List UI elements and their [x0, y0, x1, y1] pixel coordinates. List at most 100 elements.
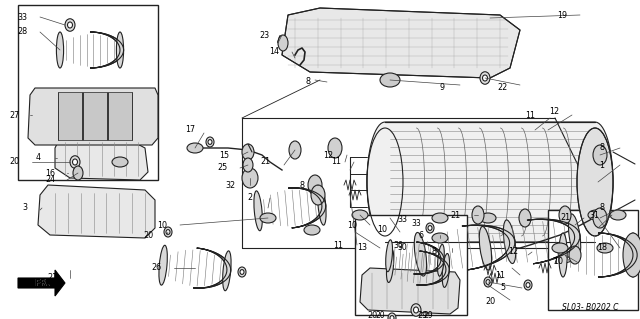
Text: FR.: FR. — [34, 278, 51, 287]
Ellipse shape — [504, 220, 516, 263]
Polygon shape — [193, 248, 231, 288]
Ellipse shape — [206, 137, 214, 147]
Ellipse shape — [593, 208, 607, 228]
Text: 20: 20 — [367, 311, 377, 319]
Text: 5: 5 — [500, 284, 506, 293]
Ellipse shape — [438, 244, 444, 276]
Ellipse shape — [367, 128, 403, 236]
Ellipse shape — [243, 158, 253, 172]
Text: SL03- B0202 C: SL03- B0202 C — [562, 303, 618, 313]
Text: 8: 8 — [305, 78, 310, 86]
Text: 8: 8 — [431, 248, 436, 256]
Text: 13: 13 — [357, 243, 367, 253]
Text: 25: 25 — [217, 164, 227, 173]
Text: 16: 16 — [45, 168, 55, 177]
Ellipse shape — [610, 210, 626, 220]
Text: 20: 20 — [485, 298, 495, 307]
Ellipse shape — [73, 166, 83, 180]
Ellipse shape — [387, 249, 394, 283]
Ellipse shape — [526, 283, 530, 287]
Ellipse shape — [116, 32, 124, 68]
Polygon shape — [282, 8, 520, 78]
Text: 22: 22 — [497, 84, 507, 93]
Ellipse shape — [187, 143, 203, 153]
Polygon shape — [598, 233, 637, 277]
Ellipse shape — [628, 233, 637, 277]
Text: 27: 27 — [9, 110, 19, 120]
Text: 12: 12 — [549, 108, 559, 116]
Ellipse shape — [483, 75, 488, 81]
Ellipse shape — [238, 267, 246, 277]
Text: 6: 6 — [419, 231, 424, 240]
Ellipse shape — [552, 243, 568, 253]
Text: 21: 21 — [260, 158, 270, 167]
Ellipse shape — [390, 315, 394, 319]
Polygon shape — [38, 185, 155, 238]
Ellipse shape — [242, 144, 254, 160]
Ellipse shape — [479, 226, 492, 270]
Text: 1: 1 — [600, 160, 605, 169]
Ellipse shape — [432, 233, 448, 243]
Ellipse shape — [569, 246, 581, 264]
Ellipse shape — [254, 191, 262, 231]
Bar — [108, 92, 132, 140]
Polygon shape — [55, 138, 148, 180]
Ellipse shape — [486, 279, 490, 285]
Ellipse shape — [70, 156, 80, 168]
Text: 31: 31 — [589, 211, 599, 219]
Ellipse shape — [260, 213, 276, 223]
Text: 7: 7 — [552, 257, 557, 266]
Ellipse shape — [568, 214, 580, 257]
Text: 12: 12 — [508, 248, 518, 256]
Text: 11: 11 — [525, 110, 535, 120]
Text: 10: 10 — [157, 220, 167, 229]
Text: 14: 14 — [269, 48, 279, 56]
Ellipse shape — [65, 19, 75, 31]
Ellipse shape — [432, 213, 448, 223]
Ellipse shape — [380, 73, 400, 87]
Ellipse shape — [164, 227, 172, 237]
Ellipse shape — [304, 225, 320, 235]
Polygon shape — [417, 251, 449, 285]
Ellipse shape — [411, 304, 421, 316]
Text: 3: 3 — [22, 204, 28, 212]
Text: 30: 30 — [393, 241, 403, 249]
Bar — [18, 5, 158, 180]
Ellipse shape — [559, 206, 571, 224]
Ellipse shape — [112, 157, 128, 167]
Text: 8: 8 — [600, 204, 605, 212]
Text: 15: 15 — [219, 151, 229, 160]
Ellipse shape — [223, 251, 231, 291]
Text: 11: 11 — [495, 271, 505, 279]
Text: 20: 20 — [375, 311, 385, 319]
Ellipse shape — [519, 209, 531, 227]
Polygon shape — [28, 88, 158, 145]
Text: 10: 10 — [347, 220, 357, 229]
Bar — [58, 92, 82, 140]
Text: FR.: FR. — [34, 278, 51, 287]
Text: 26: 26 — [151, 263, 161, 272]
Ellipse shape — [597, 243, 613, 253]
Text: 20: 20 — [143, 231, 153, 240]
Text: 32: 32 — [225, 181, 235, 189]
Ellipse shape — [428, 226, 432, 230]
Text: 8: 8 — [300, 181, 305, 189]
Ellipse shape — [317, 185, 326, 225]
Ellipse shape — [588, 210, 604, 220]
Ellipse shape — [328, 138, 342, 158]
Text: 12: 12 — [323, 151, 333, 160]
Ellipse shape — [56, 32, 63, 68]
Ellipse shape — [166, 230, 170, 234]
Text: 33: 33 — [17, 12, 27, 21]
Polygon shape — [360, 268, 460, 314]
Ellipse shape — [442, 254, 449, 287]
Ellipse shape — [480, 72, 490, 84]
Ellipse shape — [311, 185, 325, 205]
Text: 24: 24 — [45, 175, 55, 184]
Ellipse shape — [426, 223, 434, 233]
Ellipse shape — [413, 307, 419, 313]
Ellipse shape — [480, 213, 496, 223]
Text: 28: 28 — [17, 27, 27, 36]
Text: 30: 30 — [397, 243, 407, 253]
Text: 8: 8 — [600, 144, 605, 152]
